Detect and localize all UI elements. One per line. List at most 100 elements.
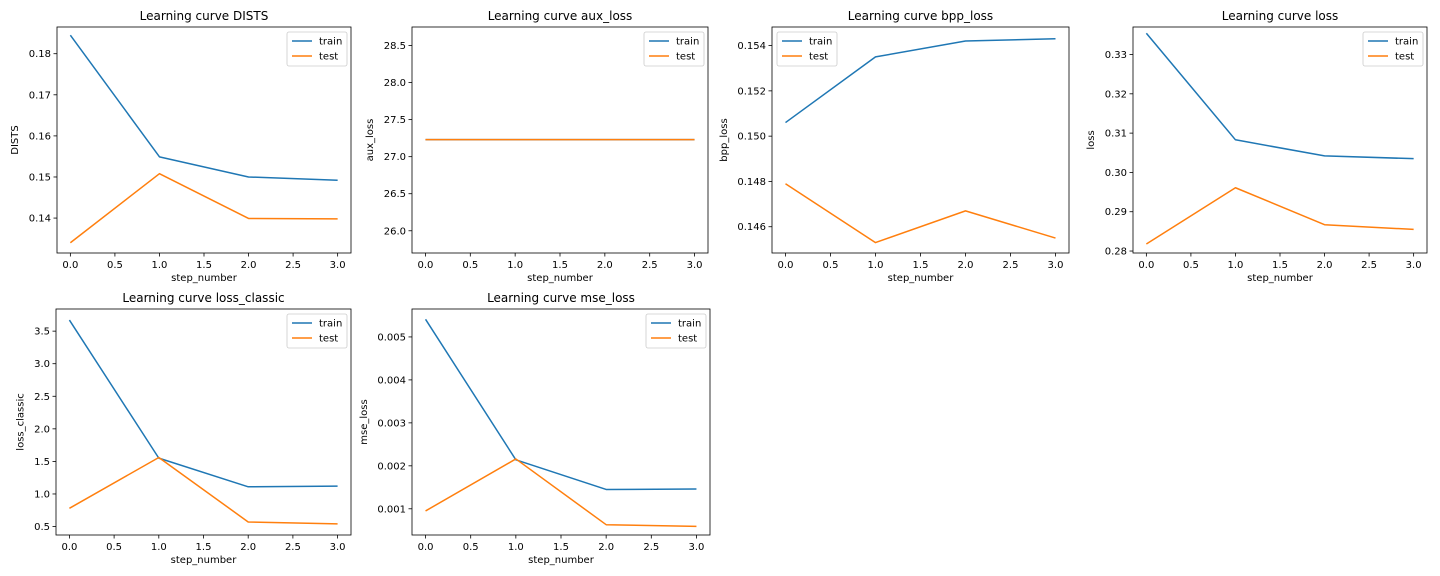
- y-axis-label: bpp_loss: [719, 118, 730, 161]
- x-tick-label: 2.5: [643, 542, 659, 553]
- x-tick-label: 1.0: [507, 260, 523, 271]
- x-tick-label: 0.5: [1183, 260, 1199, 271]
- y-tick-label: 3.0: [34, 359, 50, 370]
- y-tick-label: 0.16: [29, 131, 51, 142]
- chart-panel-4: 0.0 0.5 1.0 1.5 2.0 2.5 3.0 0.28 0.29 0.30 0.31 0.3…: [1086, 9, 1428, 284]
- x-tick-label: 2.0: [240, 542, 256, 553]
- y-tick-label: 27.0: [384, 152, 406, 163]
- x-tick-label: 0.5: [823, 260, 839, 271]
- x-tick-label: 2.5: [1003, 260, 1019, 271]
- series-line-train: [1145, 32, 1414, 160]
- chart-title: Learning curve DISTS: [140, 9, 269, 23]
- x-tick-label: 2.5: [642, 260, 658, 271]
- series-line-test: [1145, 187, 1414, 245]
- chart-panel-6: 0.0 0.5 1.0 1.5 2.0 2.5 3.0 0.001 0.002 0.003 0.00…: [359, 291, 711, 566]
- chart-panel-3: 0.0 0.5 1.0 1.5 2.0 2.5 3.0 0.146 0.148 0.150 0.15…: [719, 9, 1070, 284]
- x-tick-label: 2.5: [1361, 260, 1377, 271]
- chart-title: Learning curve aux_loss: [488, 9, 633, 23]
- legend: train test: [286, 31, 348, 67]
- x-tick-label: 3.0: [330, 542, 346, 553]
- x-tick-label: 3.0: [687, 260, 703, 271]
- x-tick-label: 0.0: [1138, 260, 1154, 271]
- x-tick-label: 2.5: [285, 542, 301, 553]
- y-tick-label: 0.5: [34, 522, 50, 533]
- chart-title: Learning curve loss: [1222, 9, 1339, 23]
- x-tick-label: 0.5: [107, 260, 123, 271]
- y-tick-label: 0.33: [1105, 50, 1127, 61]
- series-line-train: [424, 318, 697, 491]
- y-tick-label: 26.0: [384, 226, 406, 237]
- series-line-train: [68, 319, 338, 488]
- chart-title: Learning curve loss_classic: [122, 291, 284, 305]
- x-tick-label: 1.0: [152, 260, 168, 271]
- y-tick-label: 28.0: [384, 78, 406, 89]
- y-tick-label: 0.004: [377, 375, 406, 386]
- y-tick-label: 0.002: [377, 461, 406, 472]
- y-tick-label: 0.17: [29, 90, 51, 101]
- series-line-test: [785, 183, 1056, 244]
- chart-panel-5: 0.0 0.5 1.0 1.5 2.0 2.5 3.0 0.5 1.0 1.5 2.0 2.5 3.0 3…: [15, 291, 352, 566]
- series-line-train: [69, 34, 338, 182]
- x-tick-label: 2.0: [241, 260, 257, 271]
- legend: train test: [643, 31, 705, 67]
- y-tick-label: 2.5: [34, 392, 50, 403]
- y-tick-label: 0.146: [737, 222, 766, 233]
- legend-label-test: test: [1395, 52, 1414, 63]
- y-tick-label: 0.18: [29, 49, 51, 60]
- chart-panel-1: 0.0 0.5 1.0 1.5 2.0 2.5 3.0 0.14 0.15 0.16 0.17 0.1…: [10, 9, 352, 284]
- y-tick-label: 0.30: [1105, 168, 1127, 179]
- x-tick-label: 2.5: [285, 260, 301, 271]
- chart-title: Learning curve bpp_loss: [848, 9, 993, 23]
- y-axis-label: mse_loss: [359, 399, 370, 444]
- legend-label-train: train: [678, 319, 701, 330]
- x-tick-label: 1.5: [913, 260, 929, 271]
- y-tick-label: 0.003: [377, 418, 406, 429]
- x-tick-label: 0.5: [106, 542, 122, 553]
- y-tick-label: 27.5: [384, 115, 406, 126]
- x-axis-label: step_number: [171, 273, 238, 284]
- x-axis-label: step_number: [171, 555, 238, 566]
- y-tick-label: 0.005: [377, 332, 406, 343]
- y-tick-label: 28.5: [384, 41, 406, 52]
- x-tick-label: 1.5: [552, 260, 568, 271]
- legend: train test: [1362, 31, 1424, 67]
- y-tick-label: 0.15: [29, 172, 51, 183]
- y-tick-label: 0.148: [737, 177, 766, 188]
- legend-label-test: test: [809, 52, 828, 63]
- legend-label-train: train: [809, 37, 832, 48]
- x-tick-label: 2.0: [597, 260, 613, 271]
- x-tick-label: 0.0: [61, 542, 77, 553]
- y-tick-label: 0.14: [29, 214, 51, 225]
- y-tick-label: 0.32: [1105, 89, 1127, 100]
- y-tick-label: 26.5: [384, 189, 406, 200]
- x-tick-label: 1.0: [151, 542, 167, 553]
- x-tick-label: 1.5: [553, 542, 569, 553]
- x-tick-label: 3.0: [689, 542, 705, 553]
- legend-label-test: test: [319, 52, 338, 63]
- legend: train test: [776, 31, 838, 67]
- x-tick-label: 1.0: [868, 260, 884, 271]
- x-tick-label: 0.0: [418, 542, 434, 553]
- y-tick-label: 0.154: [737, 41, 766, 52]
- y-tick-label: 0.001: [377, 504, 406, 515]
- x-tick-label: 3.0: [1048, 260, 1064, 271]
- legend-label-train: train: [319, 37, 342, 48]
- legend-label-test: test: [676, 52, 695, 63]
- x-tick-label: 1.5: [1272, 260, 1288, 271]
- legend: train test: [645, 313, 707, 349]
- y-tick-label: 1.0: [34, 489, 50, 500]
- chart-panel-2: 0.0 0.5 1.0 1.5 2.0 2.5 3.0 26.0 26.5 27.0 27.5 28.…: [365, 9, 709, 284]
- x-tick-label: 2.0: [958, 260, 974, 271]
- x-tick-label: 0.5: [462, 260, 478, 271]
- series-line-test: [425, 458, 697, 528]
- y-tick-label: 0.28: [1105, 247, 1127, 258]
- series-line-train: [785, 38, 1056, 124]
- x-axis-label: step_number: [528, 555, 595, 566]
- legend-label-test: test: [319, 334, 338, 345]
- x-tick-label: 1.0: [1228, 260, 1244, 271]
- x-tick-label: 1.5: [196, 260, 212, 271]
- legend: train test: [286, 313, 348, 349]
- y-tick-label: 0.29: [1105, 207, 1127, 218]
- x-tick-label: 0.5: [463, 542, 479, 553]
